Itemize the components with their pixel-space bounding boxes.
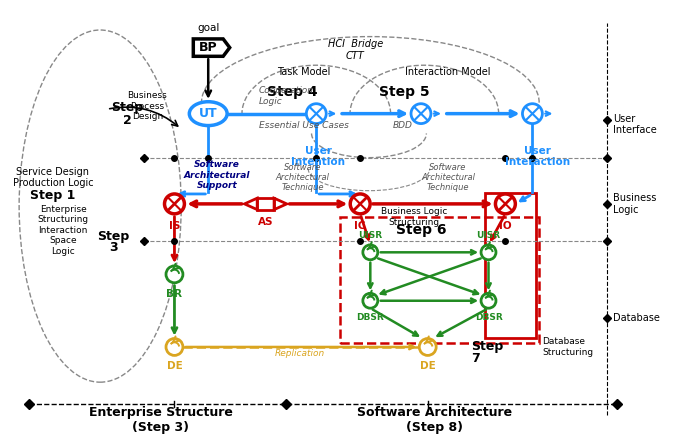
- Text: Software
Architectural
Technique: Software Architectural Technique: [421, 163, 475, 192]
- Text: Database
Structuring: Database Structuring: [543, 337, 593, 357]
- Circle shape: [166, 266, 183, 283]
- Text: UISR: UISR: [477, 231, 500, 240]
- Text: 2: 2: [123, 114, 132, 127]
- Text: IO: IO: [499, 221, 512, 231]
- Polygon shape: [194, 39, 230, 56]
- Text: IS: IS: [169, 221, 180, 231]
- Circle shape: [522, 104, 543, 124]
- Text: User
Interaction: User Interaction: [504, 146, 570, 167]
- Text: Step: Step: [98, 230, 130, 243]
- Text: Business
Logic: Business Logic: [613, 193, 657, 215]
- Text: DE: DE: [166, 361, 183, 371]
- Text: Replication: Replication: [274, 349, 325, 358]
- Text: 3: 3: [109, 241, 118, 254]
- Text: Software
Architectural
Support: Software Architectural Support: [184, 160, 251, 190]
- Text: Enterprise
Structuring
Interaction
Space
Logic: Enterprise Structuring Interaction Space…: [37, 205, 88, 256]
- Text: IC: IC: [354, 221, 366, 231]
- Text: Step: Step: [111, 101, 143, 113]
- Bar: [257, 198, 274, 210]
- Text: BP: BP: [199, 41, 217, 54]
- Text: Software Architecture
(Step 8): Software Architecture (Step 8): [357, 406, 512, 434]
- Text: Service Design
Production Logic: Service Design Production Logic: [13, 167, 93, 188]
- Text: Step 5: Step 5: [379, 85, 429, 99]
- Circle shape: [481, 245, 496, 260]
- Text: UT: UT: [199, 107, 217, 120]
- Text: BR: BR: [166, 289, 183, 299]
- Circle shape: [411, 104, 431, 124]
- Circle shape: [496, 194, 515, 214]
- Bar: [485, 193, 536, 338]
- Text: goal: goal: [197, 23, 219, 33]
- Text: Interaction Model: Interaction Model: [405, 67, 491, 77]
- Text: Step 4: Step 4: [268, 85, 318, 99]
- Text: User
Interface: User Interface: [613, 114, 657, 136]
- Text: DE: DE: [420, 361, 436, 371]
- Circle shape: [350, 194, 370, 214]
- Text: User
Intention: User Intention: [291, 146, 346, 167]
- Text: Cooperation
Logic: Cooperation Logic: [259, 86, 314, 106]
- Text: BDD: BDD: [392, 121, 413, 130]
- Text: Business Logic
Structuring: Business Logic Structuring: [381, 207, 447, 227]
- Circle shape: [419, 338, 436, 355]
- Text: 7: 7: [472, 352, 480, 365]
- Text: Step: Step: [472, 341, 504, 354]
- Text: Step 6: Step 6: [396, 223, 446, 237]
- Text: Task Model: Task Model: [278, 67, 331, 77]
- Circle shape: [166, 338, 183, 355]
- Text: DBSR: DBSR: [356, 313, 384, 322]
- Text: Step 1: Step 1: [30, 189, 75, 202]
- Text: Enterprise Structure
(Step 3): Enterprise Structure (Step 3): [89, 406, 233, 434]
- Text: HCI  Bridge
CTT: HCI Bridge CTT: [328, 39, 383, 61]
- Circle shape: [363, 293, 378, 308]
- Text: DBSR: DBSR: [475, 313, 502, 322]
- Bar: [340, 217, 539, 342]
- Circle shape: [481, 293, 496, 308]
- Circle shape: [363, 245, 378, 260]
- Text: Software
Architectural
Technique: Software Architectural Technique: [276, 163, 330, 192]
- Circle shape: [164, 194, 185, 214]
- Circle shape: [306, 104, 326, 124]
- Text: Database: Database: [613, 313, 660, 323]
- Text: AS: AS: [258, 217, 274, 226]
- Ellipse shape: [189, 102, 227, 125]
- Text: Business
Process
Design: Business Process Design: [128, 91, 167, 121]
- Text: Essential Use Cases: Essential Use Cases: [259, 121, 349, 130]
- Text: UISR: UISR: [359, 231, 382, 240]
